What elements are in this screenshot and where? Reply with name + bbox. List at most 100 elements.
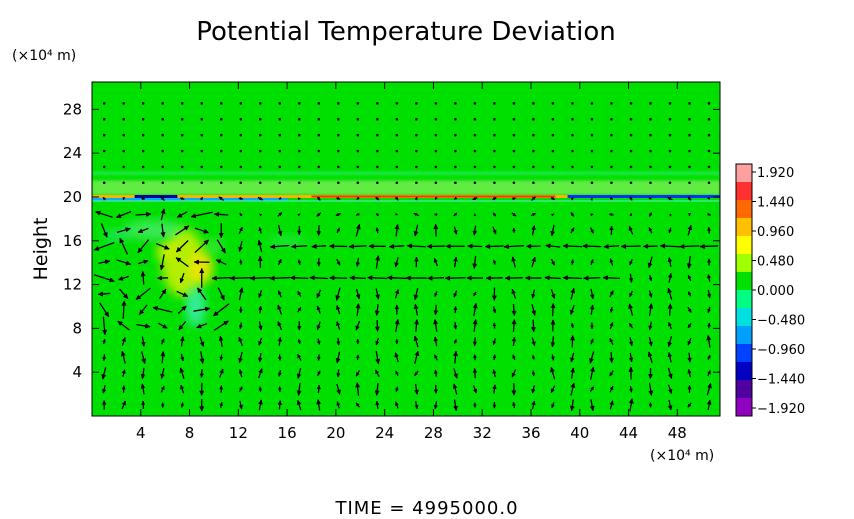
wind-vector <box>453 322 458 330</box>
wind-vector <box>453 212 458 217</box>
wind-vector <box>511 383 517 396</box>
wind-vector <box>175 240 189 253</box>
wind-vector <box>258 289 263 299</box>
vector-dot <box>219 117 223 121</box>
wind-vector <box>336 369 341 378</box>
vector-dot <box>649 102 652 105</box>
vector-dot <box>512 181 516 185</box>
wind-vector <box>589 304 595 315</box>
wind-vector <box>316 321 321 331</box>
wind-vector <box>366 275 388 281</box>
wind-vector <box>121 385 126 393</box>
y-tick-label: 8 <box>72 319 82 337</box>
wind-vector <box>238 322 243 330</box>
wind-vector <box>589 227 594 234</box>
vector-dot <box>415 133 418 137</box>
y-tick-label: 28 <box>63 100 82 118</box>
wind-vector <box>647 351 653 364</box>
vector-dot <box>649 181 652 185</box>
wind-vector <box>503 243 524 250</box>
wind-vector <box>609 385 614 393</box>
vector-dot <box>102 133 106 137</box>
wind-vector <box>512 197 517 201</box>
wind-vector <box>175 225 190 236</box>
vector-dot <box>668 102 672 105</box>
wind-vector <box>589 386 595 392</box>
vector-dot <box>571 149 574 153</box>
wind-vector <box>316 289 322 299</box>
colorbar-tick-label: 0.480 <box>757 255 794 270</box>
vector-dot <box>415 165 418 169</box>
wind-vector <box>395 386 399 393</box>
vector-dot <box>102 117 106 121</box>
wind-vector <box>97 291 111 297</box>
colorbar-tick-label: −1.440 <box>757 373 805 388</box>
wind-vector <box>570 212 575 217</box>
colorbar-tick-label: 1.920 <box>757 166 794 181</box>
vector-dot <box>298 149 301 153</box>
vector-dot <box>434 102 438 105</box>
vector-dot <box>317 149 321 153</box>
vector-dot <box>337 133 340 137</box>
wind-vector <box>99 302 110 318</box>
vector-dot <box>590 133 594 137</box>
wind-vector <box>444 275 466 281</box>
wind-vector <box>550 196 556 201</box>
wind-vector <box>355 320 361 331</box>
wind-vector <box>550 224 556 237</box>
wind-vector <box>178 321 187 331</box>
x-tick-label: 24 <box>375 424 394 442</box>
vector-dot <box>532 117 535 121</box>
wind-vector <box>453 226 458 235</box>
plume-blob <box>267 234 308 247</box>
vector-dot <box>610 165 613 169</box>
wind-vector <box>667 399 673 411</box>
wind-vector <box>355 302 361 317</box>
wind-vector <box>707 369 711 377</box>
wind-vector <box>394 288 400 299</box>
colorbar-tick-label: 0.960 <box>757 225 794 240</box>
vector-dot <box>239 117 243 121</box>
wind-vector <box>102 338 106 345</box>
wind-vector <box>472 318 478 332</box>
wind-vector <box>311 243 326 249</box>
wind-vector <box>394 257 399 268</box>
wind-vector <box>550 336 556 348</box>
wind-vector <box>511 318 517 332</box>
wind-vector <box>257 352 263 363</box>
vector-dot <box>141 149 145 153</box>
wind-vector <box>355 382 361 396</box>
wind-vector <box>570 197 574 201</box>
wind-vector <box>590 213 594 217</box>
wind-vector <box>609 258 614 266</box>
wind-vector <box>511 212 517 217</box>
wind-vector <box>335 287 341 301</box>
x-tick-label: 36 <box>521 424 540 442</box>
vector-dot <box>688 117 691 121</box>
wind-vector <box>531 289 536 299</box>
x-tick-label: 4 <box>136 424 146 442</box>
x-tick-label: 44 <box>619 424 638 442</box>
wind-vector <box>180 336 185 347</box>
vector-dot <box>317 165 321 169</box>
vector-dot <box>395 133 399 137</box>
colorbar-tick-label: −1.920 <box>757 402 805 417</box>
wind-vector <box>199 267 205 288</box>
vector-dot <box>180 149 184 153</box>
vector-dot <box>551 133 555 137</box>
tropopause-cool-band-west <box>92 197 288 201</box>
vector-dot <box>532 102 535 105</box>
wind-vector <box>512 227 516 233</box>
wind-vector <box>141 336 146 347</box>
wind-vector <box>492 401 497 409</box>
wind-vector <box>511 303 517 317</box>
wind-vector <box>648 212 653 217</box>
wind-vector <box>115 210 132 219</box>
wind-vector <box>218 222 224 239</box>
wind-vector <box>413 287 419 301</box>
wind-vector <box>258 226 263 234</box>
wind-vector <box>590 258 594 265</box>
wind-vector <box>336 337 341 346</box>
wind-vector <box>140 270 146 285</box>
wind-vector <box>355 212 360 216</box>
